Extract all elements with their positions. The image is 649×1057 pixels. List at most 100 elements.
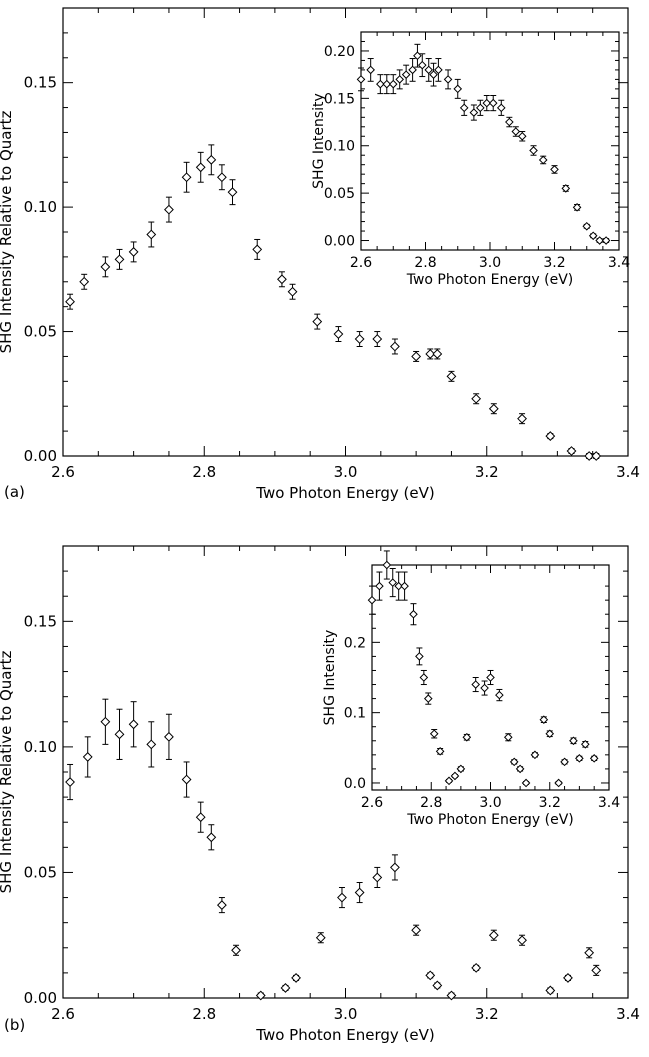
panel-b-label: (b) — [4, 1016, 25, 1034]
y-tick-label: 0.10 — [24, 738, 57, 756]
diamond-marker — [486, 673, 495, 682]
diamond-marker — [591, 451, 602, 461]
data-point — [128, 701, 139, 748]
data-point — [372, 866, 383, 889]
diamond-marker — [417, 60, 427, 70]
data-point — [291, 973, 301, 983]
diamond-marker — [432, 980, 443, 991]
diamond-marker — [538, 155, 548, 165]
data-point — [539, 715, 549, 724]
data-point — [476, 99, 485, 116]
diamond-marker — [509, 757, 519, 767]
data-point — [231, 944, 241, 956]
diamond-marker — [435, 747, 445, 756]
data-point — [146, 221, 157, 248]
diamond-marker — [503, 732, 513, 742]
data-point — [584, 947, 595, 959]
diamond-marker — [411, 925, 422, 936]
data-point — [560, 757, 569, 767]
y-tick-label: 0.0 — [344, 776, 366, 792]
diamond-marker — [128, 247, 139, 257]
diamond-marker — [582, 221, 592, 231]
diamond-marker — [252, 244, 263, 255]
diamond-marker — [515, 764, 525, 774]
diamond-marker — [566, 446, 577, 456]
diamond-marker — [569, 736, 578, 746]
diamond-marker — [545, 729, 555, 739]
data-point — [538, 155, 548, 165]
panel-b-plot: 2.6 2.8 3.0 3.2 3.4 0.00 0.05 0.10 0.15 Two Photo… — [0, 545, 640, 1044]
data-point — [429, 62, 438, 87]
diamond-marker — [517, 413, 527, 424]
data-point — [495, 688, 504, 702]
diamond-marker — [482, 98, 492, 108]
data-point — [572, 203, 582, 212]
data-point — [395, 69, 405, 90]
data-point — [582, 221, 592, 231]
x-tick-label: 2.6 — [350, 255, 372, 271]
data-point — [529, 145, 538, 156]
diamond-marker — [388, 79, 398, 89]
y-tick-label: 0.10 — [24, 198, 57, 216]
data-point — [114, 248, 125, 270]
data-point — [415, 647, 424, 666]
diamond-marker — [469, 108, 479, 117]
diamond-marker — [231, 945, 241, 956]
data-point — [100, 256, 111, 278]
diamond-marker — [434, 65, 443, 75]
panel-a-inset: 2.6 2.8 3.0 3.2 3.4 0.00 0.05 0.10 0.15 0.20 Two P… — [311, 31, 630, 288]
data-point — [480, 680, 489, 696]
diamond-marker — [356, 75, 366, 84]
x-axis-title: Two Photon Energy (eV) — [406, 812, 574, 828]
diamond-marker — [453, 84, 463, 94]
x-tick-label: 3.4 — [616, 463, 640, 481]
data-point — [409, 603, 418, 626]
data-point — [488, 95, 498, 112]
diamond-marker — [366, 65, 375, 75]
data-point — [146, 721, 157, 768]
diamond-marker — [146, 739, 157, 750]
data-point — [432, 980, 443, 991]
data-point — [354, 881, 365, 904]
diamond-marker — [419, 673, 429, 682]
diamond-marker — [539, 715, 549, 724]
data-point — [566, 446, 577, 456]
diamond-marker — [277, 274, 287, 285]
y-tick-label: 0.00 — [324, 234, 355, 250]
diamond-marker — [216, 172, 227, 183]
diamond-marker — [337, 892, 347, 903]
diamond-marker — [415, 652, 424, 661]
diamond-marker — [195, 162, 206, 173]
data-point — [517, 934, 527, 946]
data-point — [372, 331, 383, 347]
diamond-marker — [550, 165, 559, 174]
diamond-marker — [446, 990, 457, 1001]
data-point — [337, 887, 347, 909]
diamond-marker — [382, 79, 392, 89]
diamond-marker — [390, 341, 400, 352]
diamond-marker — [424, 65, 434, 75]
diamond-marker — [408, 65, 417, 75]
diamond-marker — [395, 75, 405, 84]
y-tick-label: 0.00 — [24, 447, 57, 465]
data-point — [82, 736, 93, 778]
data-point — [413, 43, 422, 68]
diamond-marker — [372, 872, 383, 883]
data-point — [394, 571, 403, 601]
data-point — [411, 924, 422, 936]
data-point — [496, 99, 506, 116]
diamond-marker — [388, 578, 398, 587]
diamond-marker — [572, 203, 582, 212]
data-point — [227, 179, 238, 206]
diamond-marker — [584, 451, 595, 461]
data-point — [545, 985, 556, 996]
diamond-marker — [280, 983, 291, 993]
panel-a-inset-frame — [360, 31, 620, 251]
x-tick-label: 3.2 — [539, 795, 561, 811]
data-point — [429, 729, 439, 739]
data-point — [333, 326, 344, 343]
panel-b-plot-frame — [62, 545, 629, 999]
diamond-marker — [206, 154, 217, 165]
data-point — [100, 698, 111, 745]
